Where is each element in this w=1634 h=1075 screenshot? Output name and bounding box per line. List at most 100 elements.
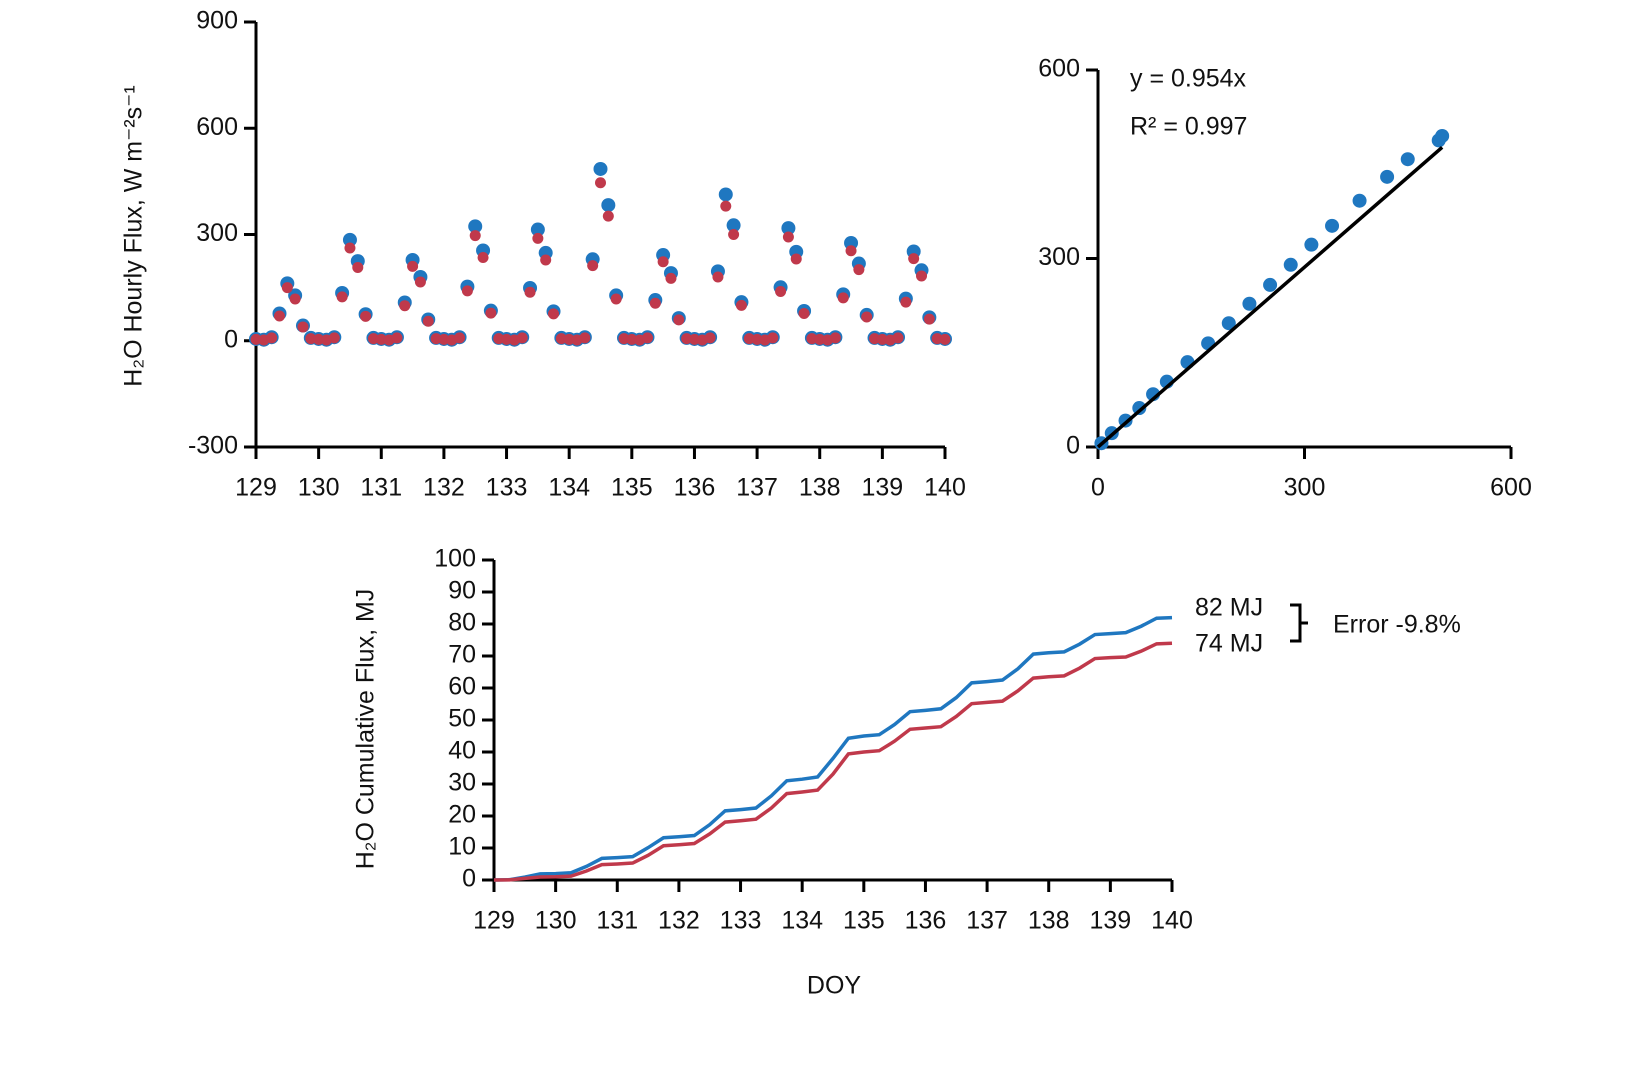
x-tick-label: 138 [1028,907,1070,935]
point [601,198,616,213]
y-tick-label: 70 [448,641,476,669]
point [328,332,340,344]
y-tick-label: 300 [1038,243,1080,271]
point [916,270,928,282]
point [900,296,912,308]
y-tick-label: 100 [434,545,476,573]
point [297,321,309,333]
point [1221,316,1236,331]
point [735,299,747,311]
point [665,272,677,284]
point [391,332,403,344]
annotation: R² = 0.997 [1130,113,1247,141]
y-tick-label: 600 [196,113,238,141]
x-tick-label: 136 [674,474,716,502]
x-tick-label: 132 [658,907,700,935]
point [524,286,536,298]
point [469,230,481,242]
point [641,332,653,344]
point [485,307,497,319]
y-tick-label: 0 [462,865,476,893]
point [923,313,935,325]
point [407,260,419,272]
point [516,332,528,344]
y-tick-label: 10 [448,833,476,861]
series-line [493,641,1173,882]
point [289,293,301,305]
point [844,236,859,250]
x-tick-label: 133 [720,907,762,935]
point [1400,152,1415,167]
point [939,333,951,345]
point [414,276,426,288]
point [454,332,466,344]
point [728,229,740,240]
x-tick-label: 139 [1090,907,1132,935]
x-tick-label: 135 [611,474,653,502]
y-tick-label: 90 [448,577,476,605]
x-tick-label: 131 [596,907,638,935]
point [782,231,794,243]
point [532,232,544,244]
x-tick-label: 0 [1091,474,1105,502]
point [781,221,796,236]
point [673,314,685,326]
point [593,161,608,176]
fit-line [1096,145,1444,449]
point [1352,193,1367,208]
y-tick-label: 60 [448,673,476,701]
point [281,282,293,294]
point [704,332,716,344]
point [1263,277,1278,292]
error-bracket [1290,603,1308,643]
point [595,177,606,189]
y-tick-label: -300 [188,432,238,460]
x-tick-label: 139 [862,474,904,502]
point [853,264,865,276]
y-axis-label: H₂O Cumulative Flux, MJ [352,589,380,870]
point [1325,218,1340,233]
x-tick-label: 130 [535,907,577,935]
annotation: y = 0.954x [1130,65,1247,93]
point [477,252,489,264]
point [649,297,661,309]
y-tick-label: 900 [196,7,238,35]
point [579,332,591,344]
point [845,245,857,257]
point [908,253,920,265]
point [352,261,364,273]
point [1283,257,1298,272]
y-tick-label: 0 [224,325,238,353]
point [342,232,357,247]
y-tick-label: 300 [196,219,238,247]
x-tick-label: 132 [423,474,465,502]
point [344,242,356,254]
annotation: 82 MJ [1195,594,1263,622]
x-tick-label: 131 [360,474,402,502]
point [461,285,473,297]
x-tick-label: 138 [799,474,841,502]
point [1435,128,1450,143]
point [266,332,278,344]
point [892,332,904,344]
x-tick-label: 137 [966,907,1008,935]
point [861,311,873,323]
point [530,222,545,237]
x-tick-label: 133 [486,474,528,502]
y-tick-label: 20 [448,801,476,829]
y-tick-label: 80 [448,609,476,637]
point [712,271,724,283]
annotation: Error -9.8% [1333,611,1461,639]
point [336,291,348,303]
point [1132,401,1147,416]
point [273,310,285,322]
point [798,307,810,319]
x-tick-label: 129 [235,474,277,502]
annotation: 74 MJ [1195,630,1263,658]
y-tick-label: 40 [448,737,476,765]
point [602,210,614,222]
x-tick-label: 140 [924,474,966,502]
y-tick-label: 0 [1066,432,1080,460]
